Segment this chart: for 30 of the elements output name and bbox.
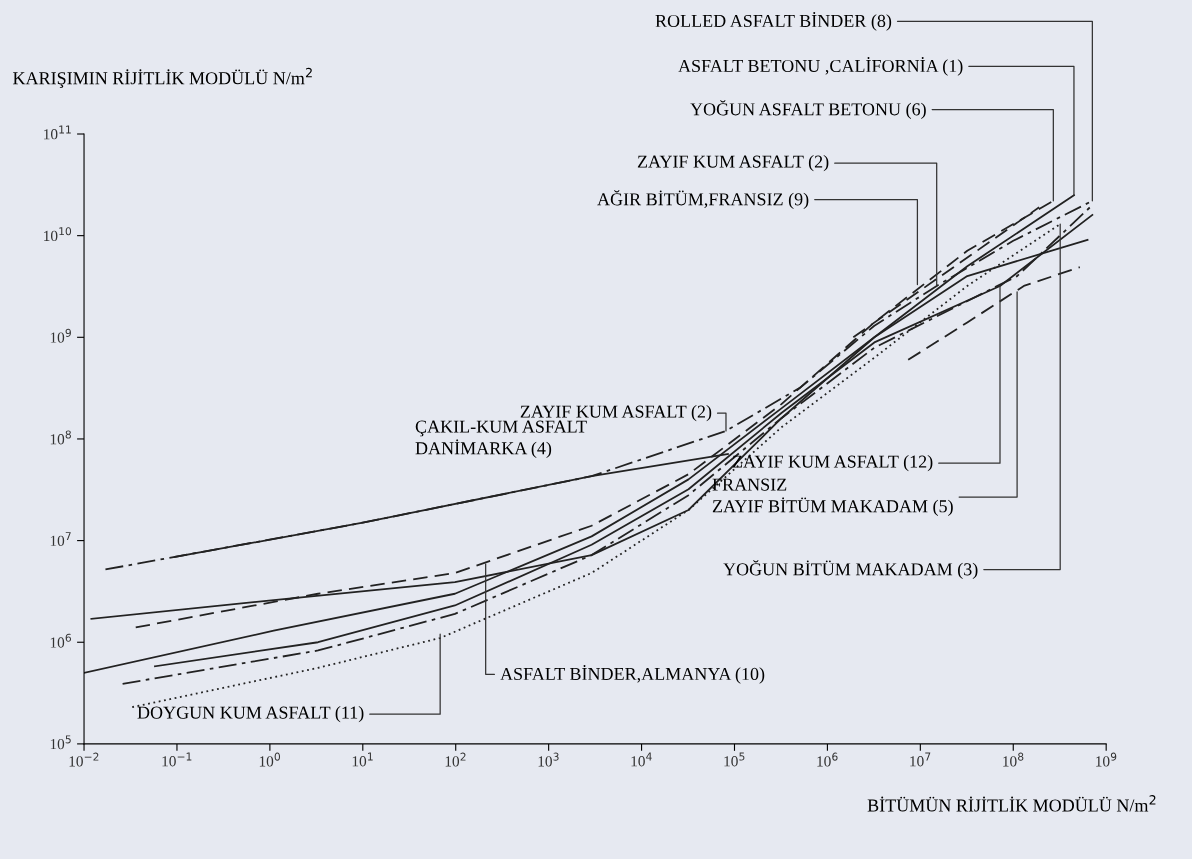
x-tick-label: 10$^{3}$: [538, 752, 559, 767]
x-tick-label: 10$^{−1}$: [162, 752, 192, 767]
x-tick-label: 10$^{5}$: [724, 752, 745, 767]
annotation: ASFALT BİNDER,ALMANYA (10): [500, 665, 765, 684]
x-tick-label: 10$^{1}$: [352, 752, 373, 767]
x-tick-label: 10$^{6}$: [817, 752, 838, 767]
x-tick-label: 10$^{−2}$: [69, 752, 99, 767]
y-tick-label: 10$^{7}$: [50, 532, 71, 546]
annotation: ZAYIF KUM ASFALT (2): [637, 155, 829, 172]
y-axis-title: KARIŞIMIN RİJİTLİK MODÜLÜ N/m$^{2}$: [13, 67, 312, 88]
x-axis-title: BİTÜMÜN RİJİTLİK MODÜLÜ N/m$^{2}$: [867, 795, 1156, 812]
x-tick-label: 10$^{7}$: [910, 752, 931, 767]
annotation: ROLLED ASFALT BİNDER (8): [655, 12, 892, 31]
annotation: YOĞUN ASFALT BETONU (6): [690, 100, 926, 120]
x-tick-label: 10$^{9}$: [1096, 752, 1117, 767]
annotation: ASFALT BETONU ,CALİFORNİA (1): [678, 57, 963, 76]
annotation: YOĞUN BİTÜM MAKADAM (3): [723, 560, 978, 580]
y-tick-label: 10$^{8}$: [50, 430, 71, 445]
x-tick-label: 10$^{0}$: [259, 752, 281, 767]
y-tick-label: 10$^{10}$: [44, 227, 72, 242]
annotation: AĞIR BİTÜM,FRANSIZ (9): [597, 190, 809, 210]
y-tick-label: 10$^{5}$: [50, 735, 71, 750]
y-tick-label: 10$^{6}$: [50, 633, 72, 648]
annotation: DOYGUN KUM ASFALT (11): [137, 706, 364, 723]
x-tick-label: 10$^{8}$: [1003, 752, 1024, 767]
annotation: ÇAKIL-KUM ASFALT DANİMARKA (4): [415, 420, 587, 459]
y-tick-label: 10$^{11}$: [44, 125, 71, 140]
x-tick-label: 10$^{4}$: [631, 752, 652, 767]
x-tick-label: 10$^{2}$: [445, 752, 466, 767]
y-tick-label: 10$^{9}$: [50, 328, 71, 343]
